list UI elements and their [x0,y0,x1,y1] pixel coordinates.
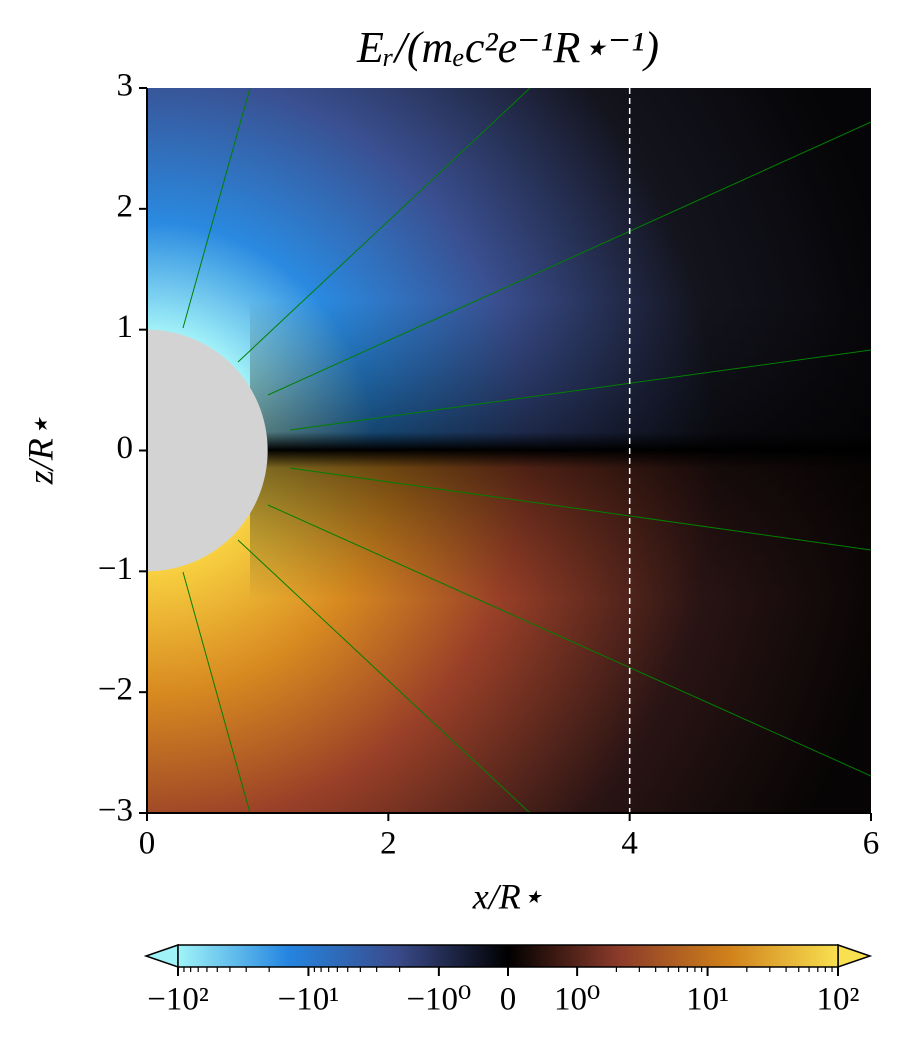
y-tick-label: 2 [117,188,134,224]
plot-area: 0 2 4 6 −3 −2 −1 0 1 2 3 [98,68,879,862]
y-axis-label: z/R⋆ [20,416,60,486]
colorbar-tick-label: −10⁰ [406,982,471,1018]
x-tick-label: 4 [621,826,638,862]
chart-title: Eᵣ/(mₑc²e⁻¹R⋆⁻¹) [356,23,659,72]
field-map [147,88,871,813]
star-disk [147,329,268,572]
colorbar-tick-label: 10⁰ [554,982,600,1018]
field-line [267,504,871,777]
x-axis-label: x/R⋆ [472,876,544,916]
x-tick-label: 6 [863,826,880,862]
field-line [182,88,251,329]
colorbar-low-extend [143,943,179,969]
y-tick-label: −3 [98,793,133,829]
colorbar-tick-label: −10¹ [278,982,340,1018]
colorbar: −10² −10¹ −10⁰ 0 10⁰ 10¹ 10² [143,943,873,1018]
colorbar-high-extend [837,943,873,969]
y-tick-label: 3 [117,68,134,104]
x-tick-label: 0 [139,826,156,862]
colorbar-tick-label: 0 [500,982,517,1018]
y-tick-label: 1 [117,309,134,345]
x-tick-label: 2 [380,826,397,862]
field-line [289,349,871,431]
field-lines [182,88,871,813]
colorbar-tick-label: 10¹ [686,982,729,1018]
y-tick-label: −1 [98,551,133,587]
colorbar-tick-label: −10² [147,982,209,1018]
colorbar-body [177,944,839,968]
equator-shadow [250,300,871,600]
field-line [182,571,251,813]
y-tick-label: −2 [98,672,133,708]
field-line [237,88,531,363]
field-line [289,467,871,551]
field-line [267,121,871,396]
y-tick-label: 0 [117,430,134,466]
colorbar-tick-label: 10² [817,982,860,1018]
field-line [237,539,531,813]
